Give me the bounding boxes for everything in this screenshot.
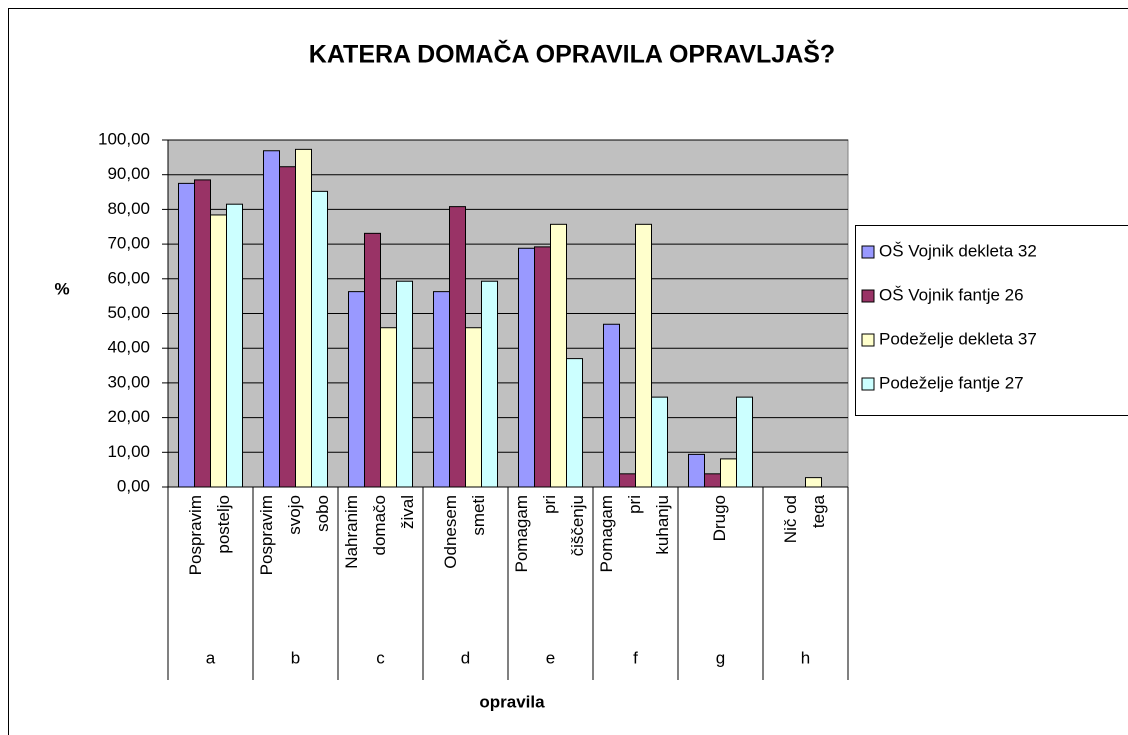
- x-tick-label: Pomagam: [512, 495, 531, 572]
- x-axis-label: opravila: [479, 692, 545, 711]
- y-tick-label: 70,00: [107, 234, 150, 253]
- bar: [364, 232, 381, 488]
- bar: [194, 179, 211, 488]
- legend-box: [855, 225, 1128, 416]
- legend-label: Podeželje dekleta 37: [879, 329, 1037, 348]
- x-tick-label: posteljo: [214, 495, 233, 554]
- bar: [433, 291, 450, 488]
- legend-swatch: [861, 245, 875, 259]
- x-tick-label: žival: [398, 495, 417, 529]
- bar: [263, 150, 280, 488]
- x-tick-label: Odnesem: [441, 495, 460, 569]
- y-tick-label: 40,00: [107, 338, 150, 357]
- bar: [226, 203, 243, 488]
- y-tick-label: 30,00: [107, 372, 150, 391]
- y-tick-label: 0,00: [117, 476, 150, 495]
- bar: [619, 473, 636, 488]
- group-label: b: [291, 648, 300, 667]
- x-tick-label: Pospravim: [257, 495, 276, 575]
- bar: [396, 280, 413, 488]
- bar: [178, 182, 195, 488]
- bar: [449, 206, 466, 488]
- x-tick-label: kuhanju: [653, 495, 672, 555]
- bar: [210, 214, 227, 488]
- x-tick-label: tega: [809, 494, 828, 528]
- x-tick-label: Pomagam: [597, 495, 616, 572]
- bar: [805, 477, 822, 488]
- bar: [348, 291, 365, 488]
- bar: [465, 327, 482, 488]
- y-tick-label: 100,00: [98, 129, 150, 148]
- y-tick-label: 50,00: [107, 303, 150, 322]
- bar: [550, 223, 567, 488]
- group-label: a: [206, 648, 216, 667]
- chart-title: KATERA DOMAČA OPRAVILA OPRAVLJAŠ?: [309, 39, 835, 69]
- bar: [651, 396, 668, 488]
- x-tick-label: svojo: [285, 495, 304, 535]
- bar: [380, 327, 397, 488]
- x-tick-label: čiščenju: [568, 495, 587, 556]
- bar: [566, 358, 583, 488]
- legend-swatch: [861, 377, 875, 391]
- x-tick-label: Nič od: [781, 495, 800, 543]
- legend-label: OŠ Vojnik dekleta 32: [879, 241, 1037, 260]
- x-tick-label: domačo: [370, 495, 389, 555]
- group-label: d: [461, 648, 470, 667]
- bar: [603, 323, 620, 488]
- x-tick-label: pri: [625, 495, 644, 514]
- legend-swatch: [861, 333, 875, 347]
- x-tick-label: smeti: [469, 495, 488, 536]
- legend-label: OŠ Vojnik fantje 26: [879, 285, 1024, 304]
- group-label: g: [716, 648, 725, 667]
- x-tick-label: sobo: [313, 495, 332, 532]
- y-axis-label: %: [54, 279, 69, 298]
- bar: [534, 246, 551, 488]
- bar: [279, 166, 296, 488]
- legend-swatch: [861, 289, 875, 303]
- x-tick-label: pri: [540, 495, 559, 514]
- group-label: c: [376, 648, 385, 667]
- legend-label: Podeželje fantje 27: [879, 373, 1024, 392]
- bar: [311, 190, 328, 488]
- y-tick-label: 60,00: [107, 268, 150, 287]
- group-label: h: [801, 648, 810, 667]
- bar: [704, 473, 721, 488]
- group-label: f: [633, 648, 638, 667]
- x-tick-label: Pospravim: [186, 495, 205, 575]
- y-tick-label: 90,00: [107, 164, 150, 183]
- group-label: e: [546, 648, 555, 667]
- bar: [481, 280, 498, 488]
- bar: [518, 247, 535, 488]
- y-tick-label: 20,00: [107, 407, 150, 426]
- bar: [720, 458, 737, 488]
- y-tick-label: 80,00: [107, 199, 150, 218]
- bar: [635, 223, 652, 488]
- bar: [295, 148, 312, 488]
- bar: [736, 396, 753, 488]
- x-tick-label: Nahranim: [342, 495, 361, 569]
- x-tick-label: Drugo: [710, 495, 729, 541]
- y-tick-label: 10,00: [107, 442, 150, 461]
- bar: [688, 453, 705, 488]
